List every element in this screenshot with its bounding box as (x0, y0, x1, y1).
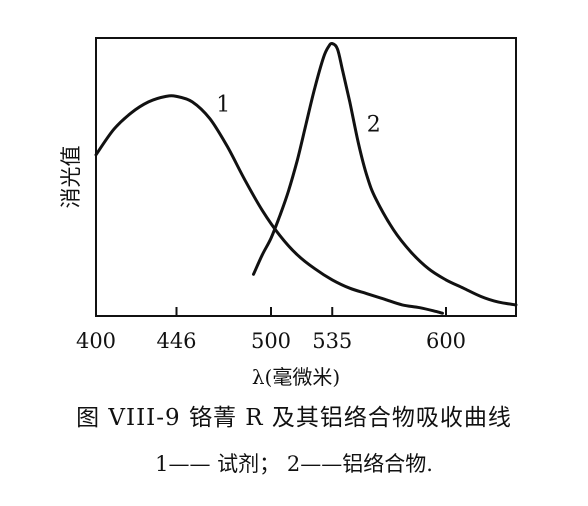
curve-series-2 (252, 41, 518, 307)
x-tick-label: 600 (426, 329, 466, 353)
series-label-1: 1 (216, 92, 230, 117)
x-tick-label: 400 (76, 329, 116, 353)
series-label-2: 2 (367, 112, 381, 137)
figure-caption: 图 VIII-9 铬菁 R 及其铝络合物吸收曲线 (76, 405, 512, 431)
y-axis-label: 消光值 (59, 146, 83, 209)
figure-legend-note: 1—— 试剂； 2——铝络合物. (155, 452, 433, 476)
x-tick-label: 446 (156, 329, 196, 353)
x-tick-label: 500 (251, 329, 291, 353)
x-axis-label: λ(毫微米) (252, 365, 340, 389)
x-tick-label: 535 (312, 329, 352, 353)
plot-frame (95, 37, 517, 317)
x-ticks: 400 446 500 535 600 (76, 307, 466, 353)
curves (94, 41, 518, 315)
curve-series-1 (94, 94, 444, 315)
series-labels: 12 (216, 92, 381, 137)
